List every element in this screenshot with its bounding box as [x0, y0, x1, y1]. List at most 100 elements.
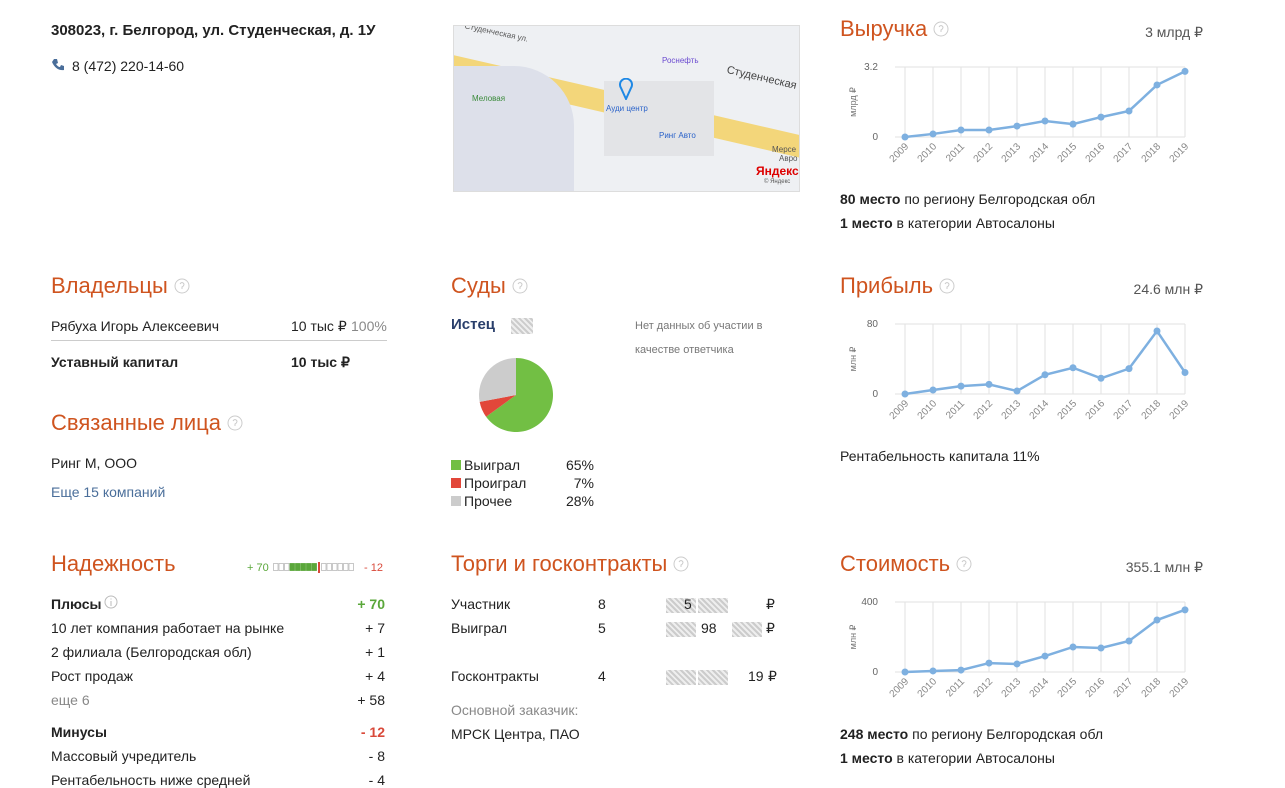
point: [1097, 374, 1105, 382]
owner-share: 100%: [351, 318, 387, 334]
help-icon[interactable]: [227, 415, 243, 431]
rank-place: 1 место: [840, 215, 893, 231]
item-label: 2 филиала (Белгородская обл): [51, 644, 252, 660]
x-tick-label: 2012: [972, 398, 996, 422]
related-item[interactable]: Ринг М, ООО: [51, 455, 137, 471]
rank: 248 место по региону Белгородская обл: [840, 726, 1103, 742]
courts-tab[interactable]: Истец: [451, 316, 496, 333]
map-label: Роснефть: [662, 56, 699, 65]
legend-value: 28%: [566, 493, 594, 509]
help-icon[interactable]: [673, 556, 689, 572]
map-label: Мерсе: [772, 145, 797, 154]
blurred: [698, 598, 728, 613]
capital-label: Уставный капитал: [51, 354, 179, 370]
point: [1013, 660, 1021, 668]
phone[interactable]: 8 (472) 220-14-60: [72, 58, 185, 74]
map-label: Студенческая: [725, 64, 798, 92]
tender-count: 8: [598, 596, 606, 612]
section-title: Прибыль: [840, 273, 955, 299]
title-text: Торги и госконтракты: [451, 551, 668, 576]
help-icon[interactable]: [174, 278, 190, 294]
y-axis-label: млн ₽: [848, 624, 858, 649]
y-axis-label: млн ₽: [848, 346, 858, 371]
point: [1153, 327, 1161, 335]
minus-label: Минусы: [51, 724, 107, 740]
item-label: Массовый учредитель: [51, 748, 197, 764]
x-tick-label: 2009: [888, 676, 912, 700]
point: [901, 668, 909, 676]
point: [985, 659, 993, 667]
rank: 1 место в категории Автосалоны: [840, 750, 1055, 766]
x-tick-label: 2014: [1028, 398, 1052, 422]
x-tick-label: 2010: [916, 676, 940, 700]
pie-slice: [486, 358, 553, 432]
section-title: Владельцы: [51, 273, 190, 299]
point: [1069, 120, 1077, 128]
section-title: Связанные лица: [51, 410, 243, 436]
x-tick-label: 2012: [972, 676, 996, 700]
owner-name[interactable]: Рябуха Игорь Алексеевич: [51, 318, 219, 334]
point: [1181, 67, 1189, 75]
help-icon[interactable]: [933, 21, 949, 37]
blurred: [698, 670, 728, 685]
meter-cell: [300, 563, 306, 571]
tender-label: Госконтракты: [451, 668, 539, 684]
meter-plus: + 70: [247, 562, 269, 574]
help-icon[interactable]: [956, 556, 972, 572]
rank-text: в категории Автосалоны: [896, 215, 1055, 231]
meter-cell: [284, 563, 290, 571]
point: [957, 382, 965, 390]
x-tick-label: 2018: [1140, 398, 1164, 422]
item-value: - 4: [368, 772, 385, 788]
title-text: Надежность: [51, 551, 176, 576]
blurred: [666, 622, 696, 637]
item-label: 10 лет компания работает на рынке: [51, 620, 285, 636]
point: [957, 666, 965, 674]
tender-currency: ₽: [768, 668, 777, 684]
pie-slice: [479, 395, 516, 417]
map-label: Ауди центр: [606, 104, 648, 113]
rank: 80 место по региону Белгородская обл: [840, 191, 1095, 207]
item-value: + 4: [365, 668, 385, 684]
point: [1097, 113, 1105, 121]
help-icon[interactable]: [512, 278, 528, 294]
section-title: Надежность: [51, 551, 176, 577]
legend-label: Прочее: [464, 493, 512, 509]
meter-cell: [343, 563, 349, 571]
x-tick-label: 2015: [1056, 398, 1080, 422]
point: [929, 667, 937, 675]
tender-count: 4: [598, 668, 606, 684]
legend-swatch: [451, 478, 461, 488]
block: [604, 81, 714, 156]
item-label: еще 6: [51, 692, 90, 708]
profit-note: Рентабельность капитала 11%: [840, 448, 1040, 464]
tender-amount: 5: [684, 596, 692, 612]
legend-swatch: [451, 496, 461, 506]
point: [1181, 606, 1189, 614]
help-icon[interactable]: [939, 278, 955, 294]
customer[interactable]: МРСК Центра, ПАО: [451, 726, 580, 742]
plus-value: + 70: [357, 596, 385, 612]
point: [957, 126, 965, 134]
item-value: + 7: [365, 620, 385, 636]
related-more[interactable]: Еще 15 компаний: [51, 484, 166, 500]
y-tick-label: 3.2: [864, 62, 878, 73]
x-tick-label: 2017: [1112, 398, 1136, 422]
plus-label: Плюсы: [51, 596, 102, 612]
x-tick-label: 2017: [1112, 141, 1136, 165]
map[interactable]: Студенческая ул. Роснефть Меловая Ауди ц…: [453, 25, 800, 192]
title-text: Прибыль: [840, 273, 934, 298]
meter: [273, 562, 354, 573]
minus-value: - 12: [360, 724, 385, 740]
x-tick-label: 2013: [1000, 141, 1024, 165]
point: [985, 126, 993, 134]
x-tick-label: 2010: [916, 141, 940, 165]
meter-cell: [295, 563, 301, 571]
meter-cell: [306, 563, 312, 571]
rank-place: 248 место: [840, 726, 909, 742]
point: [1125, 365, 1133, 373]
item-value: - 8: [368, 748, 385, 764]
legend-label: Проиграл: [464, 475, 526, 491]
info-icon[interactable]: [104, 595, 118, 609]
